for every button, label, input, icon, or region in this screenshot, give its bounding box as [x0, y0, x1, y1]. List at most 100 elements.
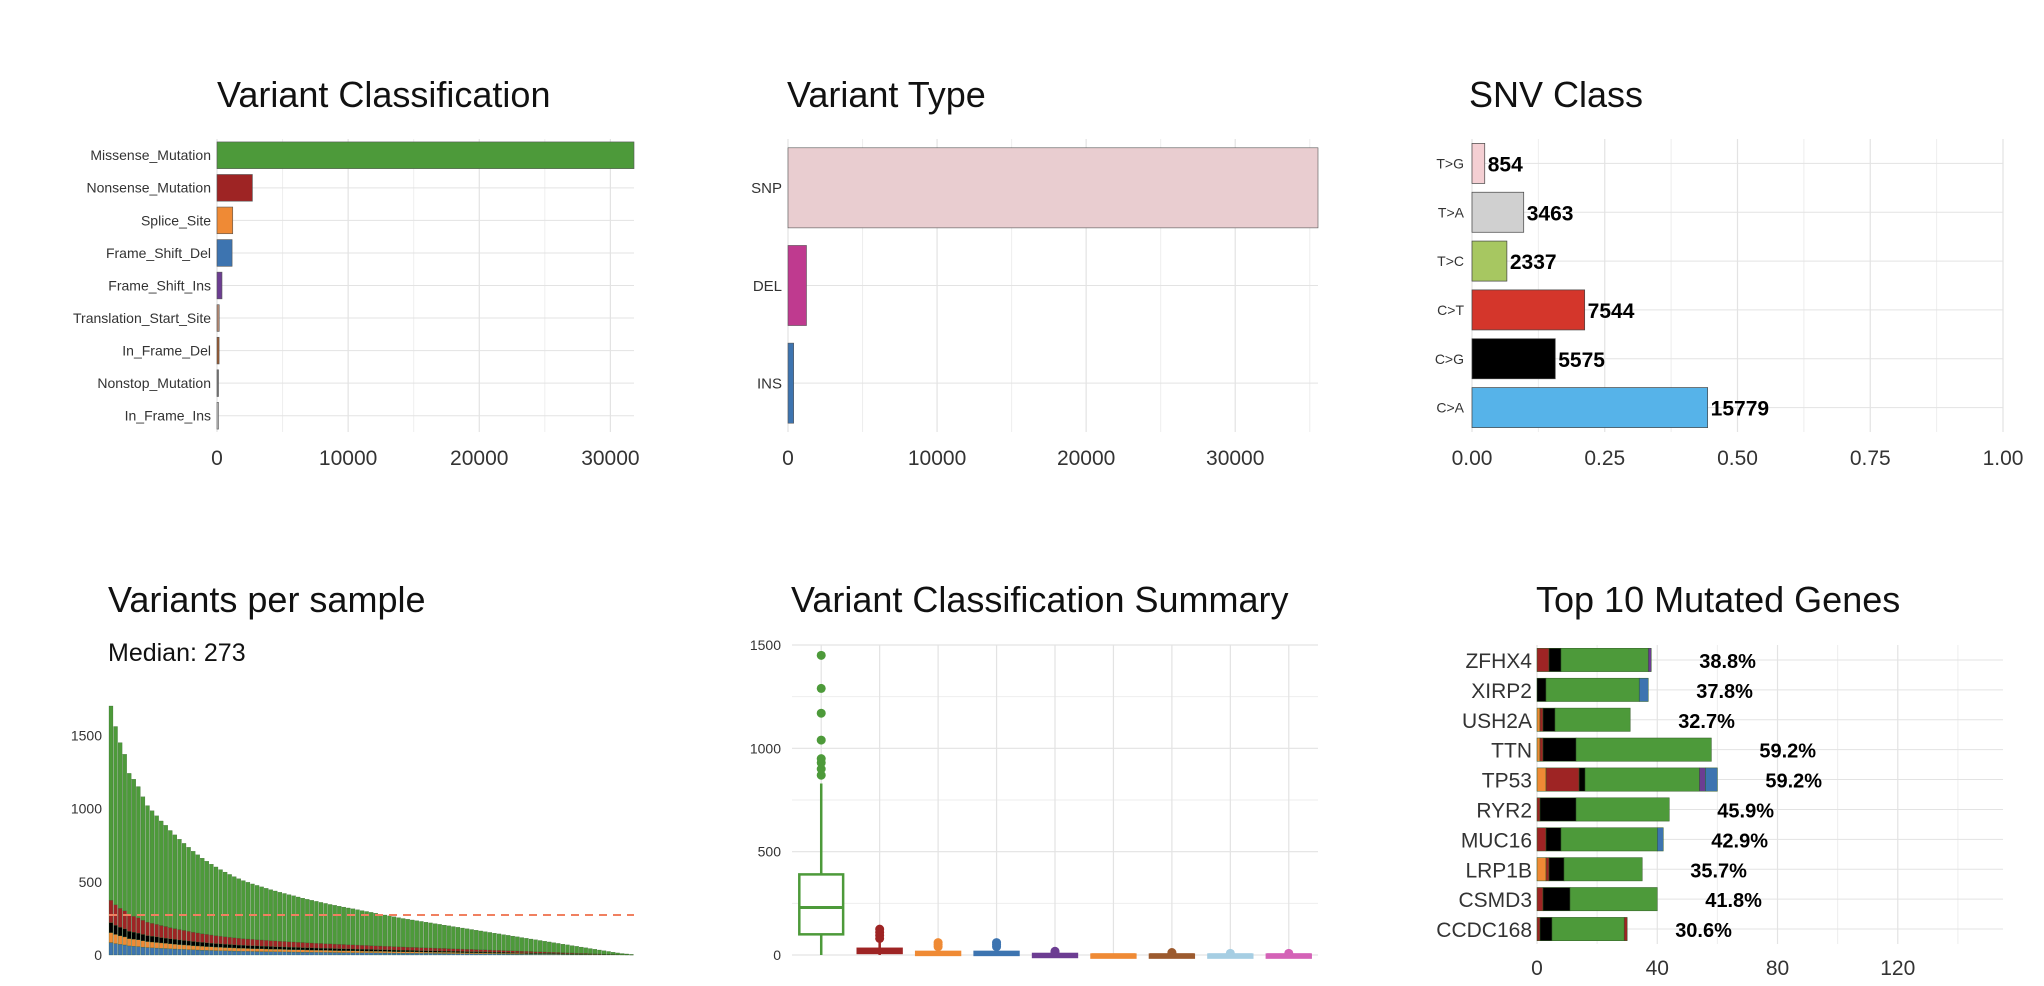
- bar-segment: [140, 920, 146, 935]
- bar-segment: [551, 942, 556, 953]
- bar-segment: [414, 920, 419, 948]
- bar-segment: [437, 950, 442, 953]
- bar-segment: [236, 948, 241, 952]
- bar-segment: [296, 951, 301, 956]
- bar-segment: [191, 932, 196, 942]
- bar-segment: [414, 950, 419, 953]
- bar-segment: [464, 953, 470, 956]
- bar-segment: [373, 913, 378, 946]
- bar-segment: [1536, 857, 1547, 882]
- bar-segment: [1536, 707, 1541, 732]
- bar-segment: [396, 953, 401, 956]
- bar-segment: [487, 951, 493, 954]
- chart-title: Variant Classification Summary: [791, 579, 1289, 620]
- bar-segment: [391, 951, 397, 954]
- x-tick-label: 10000: [908, 447, 966, 470]
- outlier-point: [816, 708, 826, 718]
- plot-area: 0 500 1000 1500: [71, 705, 634, 963]
- bar-segment: [223, 936, 228, 945]
- bar-segment: [223, 950, 228, 956]
- bar-segment: [195, 949, 200, 956]
- bar-segment: [232, 947, 237, 952]
- bar-segment: [359, 952, 365, 956]
- bar-segment: [286, 949, 292, 953]
- x-tick-label: 10000: [319, 447, 377, 470]
- bar-segment: [309, 900, 314, 944]
- x-tick-label: 80: [1766, 957, 1789, 980]
- bar-segment: [108, 922, 114, 933]
- bar-segment: [538, 951, 543, 954]
- bar-segment: [569, 945, 575, 954]
- bar-segment: [510, 935, 515, 951]
- bar: [1471, 387, 1709, 428]
- bar-segment: [223, 947, 228, 951]
- bar-segment: [268, 946, 273, 950]
- bar: [787, 245, 807, 326]
- bar-segment: [437, 952, 442, 954]
- bar-segment: [464, 952, 470, 954]
- bar-segment: [232, 944, 237, 949]
- bar-segment: [337, 948, 342, 951]
- bar-segment: [191, 851, 196, 933]
- y-tick-label: 500: [79, 874, 103, 890]
- bar-segment: [305, 942, 310, 948]
- bar-segment: [496, 950, 502, 953]
- bar-segment: [469, 953, 474, 956]
- y-tick-label: 0: [94, 947, 102, 963]
- bar-segment: [213, 950, 219, 956]
- bar-segment: [1536, 677, 1547, 702]
- bar-segment: [615, 952, 620, 955]
- bar-segment: [136, 946, 141, 956]
- bar-segment: [273, 946, 278, 950]
- bar-segment: [118, 935, 123, 945]
- y-tick-label: CCDC168: [1436, 919, 1532, 942]
- bar-segment: [122, 928, 127, 938]
- bar-segment: [154, 815, 159, 925]
- bar-segment: [519, 937, 524, 952]
- bar-segment: [369, 912, 374, 946]
- bar-segment: [1575, 797, 1670, 822]
- bar-segment: [149, 936, 155, 943]
- bar-segment: [209, 934, 214, 944]
- bar-segment: [159, 820, 164, 926]
- bar: [216, 336, 220, 365]
- y-tick-label: CSMD3: [1458, 889, 1532, 912]
- bar-segment: [433, 953, 438, 956]
- bar: [216, 402, 219, 430]
- bar-segment: [469, 929, 474, 950]
- y-tick-label: Frame_Shift_Del: [106, 245, 211, 261]
- bar-segment: [410, 951, 415, 954]
- bar-segment: [437, 953, 442, 956]
- bar-segment: [455, 948, 461, 952]
- bar-segment: [369, 949, 374, 952]
- bar-segment: [396, 917, 401, 947]
- bar-segment: [186, 949, 191, 956]
- outlier-point: [816, 650, 826, 660]
- bar-segment: [428, 953, 433, 956]
- bar-segment: [149, 941, 155, 948]
- bar-segment: [524, 938, 529, 952]
- bar-segment: [515, 953, 520, 956]
- bar: [787, 147, 1319, 229]
- bar-segment: [241, 948, 246, 952]
- bar-segment: [181, 843, 187, 931]
- bar-segment: [437, 948, 442, 952]
- bar-segment: [378, 951, 383, 954]
- bar-segment: [1545, 827, 1562, 852]
- bar-segment: [113, 943, 118, 956]
- bar-segment: [597, 949, 602, 955]
- bar: [216, 271, 223, 300]
- data-label: 2337: [1510, 251, 1557, 274]
- bar-segment: [501, 953, 506, 956]
- outlier-point: [992, 938, 1002, 948]
- bar-segment: [1536, 737, 1541, 762]
- bar-segment: [264, 946, 269, 950]
- bar-segment: [127, 945, 132, 956]
- bar-segment: [574, 946, 579, 954]
- bar-segment: [177, 929, 182, 941]
- bar-segment: [423, 950, 429, 953]
- bar-segment: [469, 949, 474, 952]
- bar-segment: [1539, 707, 1544, 732]
- bar-segment: [200, 858, 205, 934]
